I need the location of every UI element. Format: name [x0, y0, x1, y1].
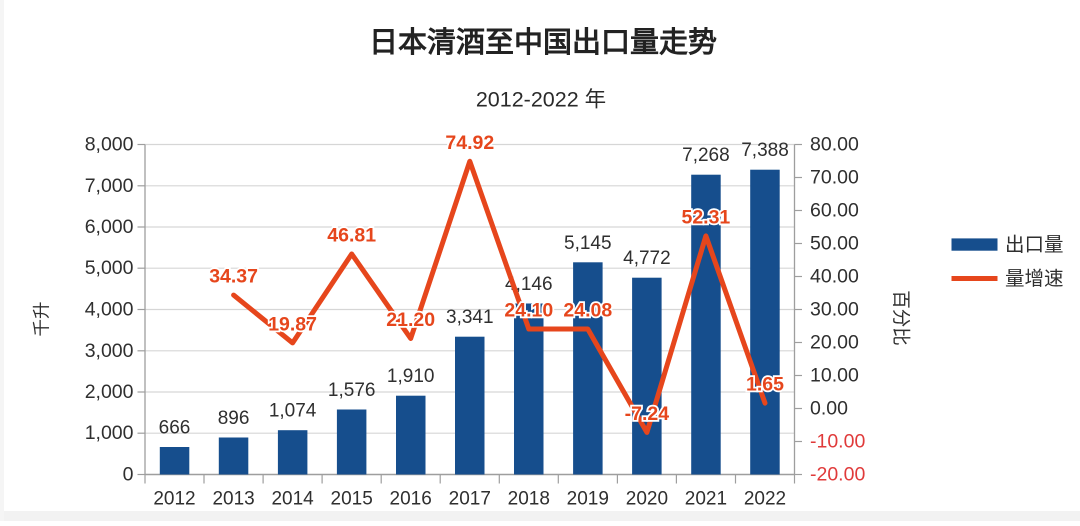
svg-text:千升: 千升: [32, 302, 52, 337]
svg-text:30.00: 30.00: [810, 299, 859, 321]
svg-text:0: 0: [123, 464, 134, 486]
svg-text:74.92: 74.92: [445, 132, 494, 154]
svg-text:896: 896: [218, 408, 250, 429]
svg-text:8,000: 8,000: [85, 134, 134, 156]
svg-text:4,000: 4,000: [85, 299, 134, 321]
svg-text:2016: 2016: [390, 489, 432, 510]
svg-text:2013: 2013: [212, 489, 254, 510]
svg-text:4,772: 4,772: [623, 248, 671, 269]
svg-text:1.65: 1.65: [746, 374, 784, 396]
svg-text:2017: 2017: [449, 489, 491, 510]
svg-text:1,910: 1,910: [387, 366, 435, 387]
svg-text:百分比: 百分比: [891, 290, 912, 346]
svg-text:2019: 2019: [567, 489, 609, 510]
svg-text:7,000: 7,000: [85, 175, 134, 197]
svg-text:2021: 2021: [685, 489, 727, 510]
svg-text:1,576: 1,576: [328, 380, 376, 401]
svg-text:2018: 2018: [508, 489, 550, 510]
svg-text:-10.00: -10.00: [810, 431, 865, 453]
svg-text:60.00: 60.00: [810, 200, 859, 222]
svg-text:24.08: 24.08: [563, 300, 612, 322]
svg-text:50.00: 50.00: [810, 233, 859, 255]
svg-text:2014: 2014: [271, 489, 314, 510]
svg-text:1,000: 1,000: [85, 422, 134, 444]
svg-text:量增速: 量增速: [1005, 268, 1064, 290]
svg-text:21.20: 21.20: [386, 309, 435, 331]
svg-text:日本清酒至中国出口量走势: 日本清酒至中国出口量走势: [369, 26, 717, 59]
svg-text:6,000: 6,000: [85, 216, 134, 238]
svg-text:70.00: 70.00: [810, 167, 859, 189]
svg-text:1,074: 1,074: [269, 401, 317, 422]
svg-text:52.31: 52.31: [681, 206, 730, 228]
svg-text:5,000: 5,000: [85, 257, 134, 279]
svg-text:3,000: 3,000: [85, 340, 134, 362]
svg-text:80.00: 80.00: [810, 134, 859, 156]
svg-text:666: 666: [159, 418, 191, 439]
svg-text:2015: 2015: [331, 489, 373, 510]
svg-text:2,000: 2,000: [85, 381, 134, 403]
svg-text:2020: 2020: [626, 489, 668, 510]
svg-text:34.37: 34.37: [209, 266, 258, 288]
svg-text:3,341: 3,341: [446, 307, 494, 328]
svg-text:46.81: 46.81: [327, 225, 376, 247]
svg-text:40.00: 40.00: [810, 266, 859, 288]
svg-text:19.87: 19.87: [268, 313, 317, 335]
svg-text:24.10: 24.10: [504, 300, 553, 322]
svg-text:7,388: 7,388: [741, 140, 789, 161]
svg-text:-20.00: -20.00: [810, 464, 865, 486]
svg-text:5,145: 5,145: [564, 233, 612, 254]
svg-text:0.00: 0.00: [810, 398, 848, 420]
svg-text:20.00: 20.00: [810, 332, 859, 354]
svg-text:7,268: 7,268: [682, 145, 730, 166]
svg-text:2012-2022 年: 2012-2022 年: [476, 88, 606, 112]
svg-text:出口量: 出口量: [1005, 234, 1064, 256]
svg-text:-7.24: -7.24: [625, 403, 670, 425]
svg-text:2022: 2022: [744, 489, 786, 510]
svg-text:2012: 2012: [153, 489, 195, 510]
svg-text:10.00: 10.00: [810, 365, 859, 387]
